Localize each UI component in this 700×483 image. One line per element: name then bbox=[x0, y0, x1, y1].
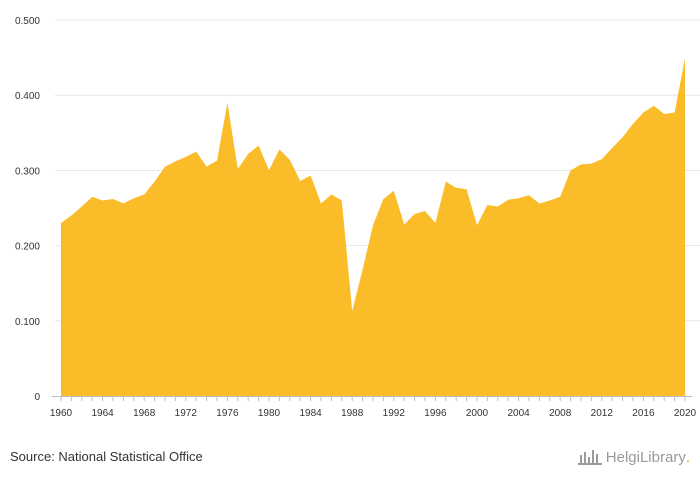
source-note: Source: National Statistical Office bbox=[10, 449, 203, 464]
x-tick-labels: 1960 1964 1968 1972 1976 1980 1984 1988 1992 1996… bbox=[50, 408, 697, 419]
y-tick-labels: 0 0.100 0.200 0.300 0.400 0.500 bbox=[15, 16, 40, 403]
x-tick-label: 1984 bbox=[299, 408, 322, 419]
x-tick-label: 2004 bbox=[507, 408, 530, 419]
brand-logo[interactable]: HelgiLibrary. bbox=[577, 448, 690, 466]
y-tick-label: 0.200 bbox=[15, 242, 40, 253]
x-tick-label: 2000 bbox=[466, 408, 489, 419]
x-tick-label: 1964 bbox=[91, 408, 114, 419]
x-tick-label: 1988 bbox=[341, 408, 364, 419]
x-tick-label: 1968 bbox=[133, 408, 156, 419]
x-axis bbox=[52, 396, 692, 401]
x-tick-label: 1996 bbox=[424, 408, 447, 419]
brand-dot: . bbox=[685, 448, 690, 466]
y-tick-label: 0.400 bbox=[15, 91, 40, 102]
library-icon bbox=[577, 450, 602, 465]
y-tick-label: 0.300 bbox=[15, 166, 40, 177]
x-tick-label: 2016 bbox=[632, 408, 655, 419]
brand-name: HelgiLibrary bbox=[605, 448, 686, 466]
x-tick-label: 1972 bbox=[175, 408, 198, 419]
y-tick-label: 0.100 bbox=[15, 317, 40, 328]
x-tick-label: 2008 bbox=[549, 408, 572, 419]
x-tick-label: 1980 bbox=[258, 408, 281, 419]
x-tick-label: 1992 bbox=[383, 408, 406, 419]
series-area bbox=[61, 58, 685, 396]
x-tick-label: 1960 bbox=[50, 408, 73, 419]
x-tick-label: 1976 bbox=[216, 408, 239, 419]
x-tick-label: 2012 bbox=[591, 408, 614, 419]
y-tick-label: 0 bbox=[34, 392, 40, 403]
x-tick-label: 2020 bbox=[674, 408, 697, 419]
y-tick-label: 0.500 bbox=[15, 16, 40, 27]
